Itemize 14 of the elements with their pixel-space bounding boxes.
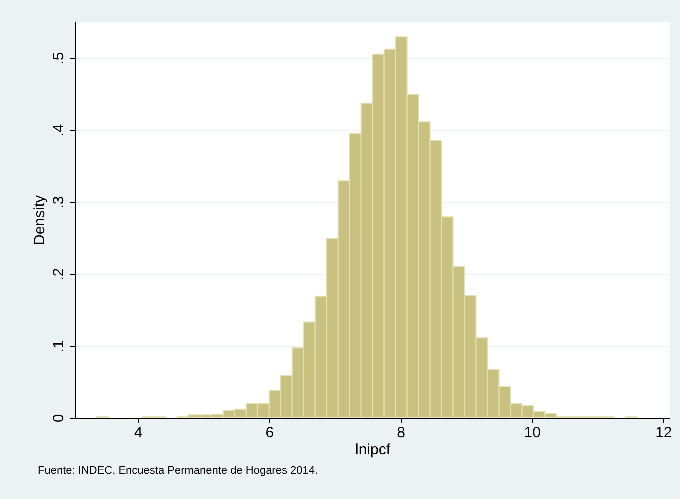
- x-tick-label: 12: [656, 424, 672, 442]
- x-axis-title: lnipcf: [355, 442, 392, 458]
- y-tick-label: .4: [50, 124, 68, 137]
- x-tick-label: 8: [397, 424, 406, 442]
- y-axis-title: Density: [32, 195, 48, 246]
- y-tick-label: 0: [50, 414, 68, 423]
- source-note: Fuente: INDEC, Encuesta Permanente de Hogares 2014.: [38, 465, 318, 477]
- x-tick-label: 4: [134, 424, 143, 442]
- y-tick-label: .2: [50, 268, 68, 281]
- x-tick-label: 6: [266, 424, 274, 442]
- y-tick-label: .5: [50, 52, 68, 65]
- x-tick-label: 10: [524, 424, 541, 442]
- y-tick-label: .1: [50, 340, 68, 353]
- y-tick-label: .3: [50, 196, 68, 209]
